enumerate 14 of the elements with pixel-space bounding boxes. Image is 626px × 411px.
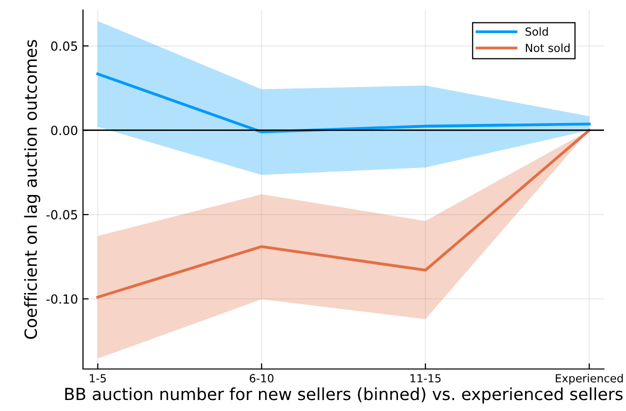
y-tick-label: 0.00	[51, 126, 78, 136]
y-tick-label: -0.10	[46, 294, 78, 304]
y-axis-title: Coefficient on lag auction outcomes	[24, 40, 40, 339]
legend-label: Not sold	[526, 43, 570, 52]
legend-label: Sold	[526, 27, 548, 36]
y-tick-label: -0.05	[46, 210, 78, 220]
x-tick-label: 6-10	[250, 374, 274, 382]
line-series	[96, 72, 591, 134]
x-tick-label: Experienced	[556, 374, 623, 385]
y-tick-label: 0.05	[51, 41, 78, 51]
x-tick-label: 1-5	[90, 374, 106, 382]
x-tick-label: 11-15	[410, 374, 441, 382]
x-axis-title: BB auction number for new sellers (binned) vs. experienced sellers	[65, 387, 623, 404]
line-series	[96, 128, 591, 299]
